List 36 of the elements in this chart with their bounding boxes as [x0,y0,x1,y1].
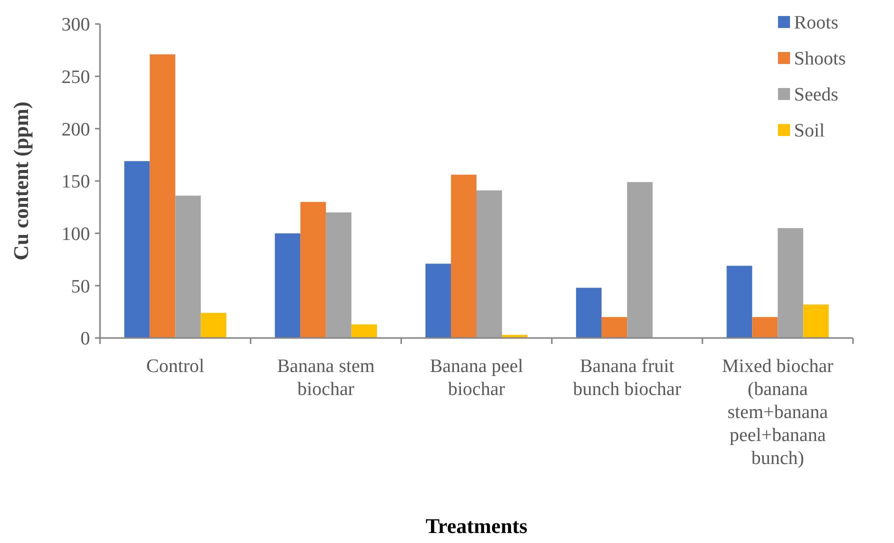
bar [627,182,653,338]
legend-label: Seeds [794,84,838,106]
bar [124,161,150,338]
bar [175,196,201,338]
bar [326,212,352,338]
y-tick-label: 250 [62,66,90,88]
bar [476,190,502,338]
x-tick-label: Banana fruit bunch biochar [573,356,682,400]
bar [450,174,476,338]
bar [150,54,176,338]
y-tick-label: 0 [80,328,90,350]
y-tick-label: 100 [62,224,90,245]
bar [200,312,226,338]
y-axis-title: Cu content (ppm) [9,102,33,260]
y-tick-label: 200 [62,119,90,140]
y-tick-label: 50 [71,276,90,298]
bar [803,304,829,338]
bar [425,264,451,338]
bar [300,202,326,338]
legend-label: Roots [794,12,838,34]
x-tick-label: Mixed biochar (banana stem+banana peel+banana bunch) [722,356,834,469]
bar [274,233,300,338]
x-tick-label: Control [146,356,204,377]
x-axis-title: Treatments [426,514,528,538]
y-tick-label: 150 [62,172,90,193]
legend-label: Soil [794,120,825,142]
x-tick-label: Banana peel biochar [430,356,524,400]
bar [602,317,628,338]
bar [351,324,377,338]
bar [726,266,752,338]
x-tick-label: Banana stem biochar [277,356,375,400]
y-tick-label: 300 [62,14,90,36]
bar [778,228,804,338]
bar [576,288,602,338]
legend-label: Shoots [794,48,846,70]
bar [752,317,778,338]
